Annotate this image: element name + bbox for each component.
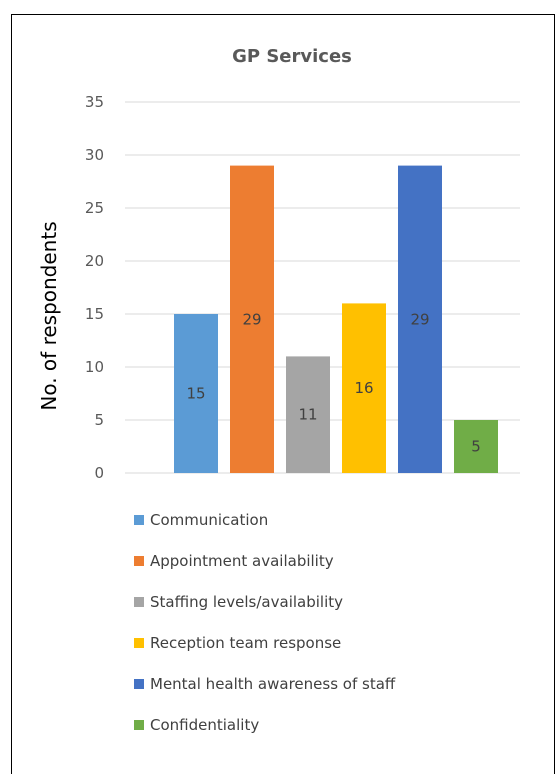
bar-2 (286, 356, 330, 473)
data-label: 5 (471, 438, 481, 456)
y-axis-label: No. of respondents (37, 221, 61, 410)
bar-0 (174, 314, 218, 473)
legend-swatch (134, 679, 144, 689)
chart-title: GP Services (232, 46, 352, 67)
chart-frame (11, 14, 555, 774)
bar-3 (342, 303, 386, 473)
data-label: 29 (242, 310, 261, 328)
y-tick-label: 5 (94, 411, 104, 429)
bar-5 (454, 420, 498, 473)
data-label: 11 (298, 406, 317, 424)
data-labels: 15 29 11 16 29 5 (186, 310, 480, 455)
y-axis-ticks: 0 5 10 15 20 25 30 35 (85, 93, 104, 482)
y-tick-label: 25 (85, 199, 104, 217)
legend-swatch (134, 556, 144, 566)
y-tick-label: 20 (85, 252, 104, 270)
legend: Communication Appointment availability Sta… (134, 511, 396, 734)
y-tick-label: 0 (94, 464, 104, 482)
legend-entry: Communication (150, 511, 268, 529)
legend-swatch (134, 638, 144, 648)
data-label: 29 (410, 310, 429, 328)
bar-1 (230, 165, 274, 473)
data-label: 16 (354, 379, 373, 397)
legend-entry: Confidentiality (150, 716, 259, 734)
y-tick-label: 35 (85, 93, 104, 111)
legend-swatch (134, 597, 144, 607)
bar-4 (398, 165, 442, 473)
legend-entry: Appointment availability (150, 552, 334, 570)
legend-entry: Staffing levels/availability (150, 593, 343, 611)
legend-swatch (134, 720, 144, 730)
y-tick-label: 15 (85, 305, 104, 323)
y-tick-label: 10 (85, 358, 104, 376)
y-tick-label: 30 (85, 146, 104, 164)
data-label: 15 (186, 385, 205, 403)
legend-swatch (134, 515, 144, 525)
legend-entry: Mental health awareness of staff (150, 675, 396, 693)
legend-entry: Reception team response (150, 634, 341, 652)
bars (174, 165, 498, 473)
